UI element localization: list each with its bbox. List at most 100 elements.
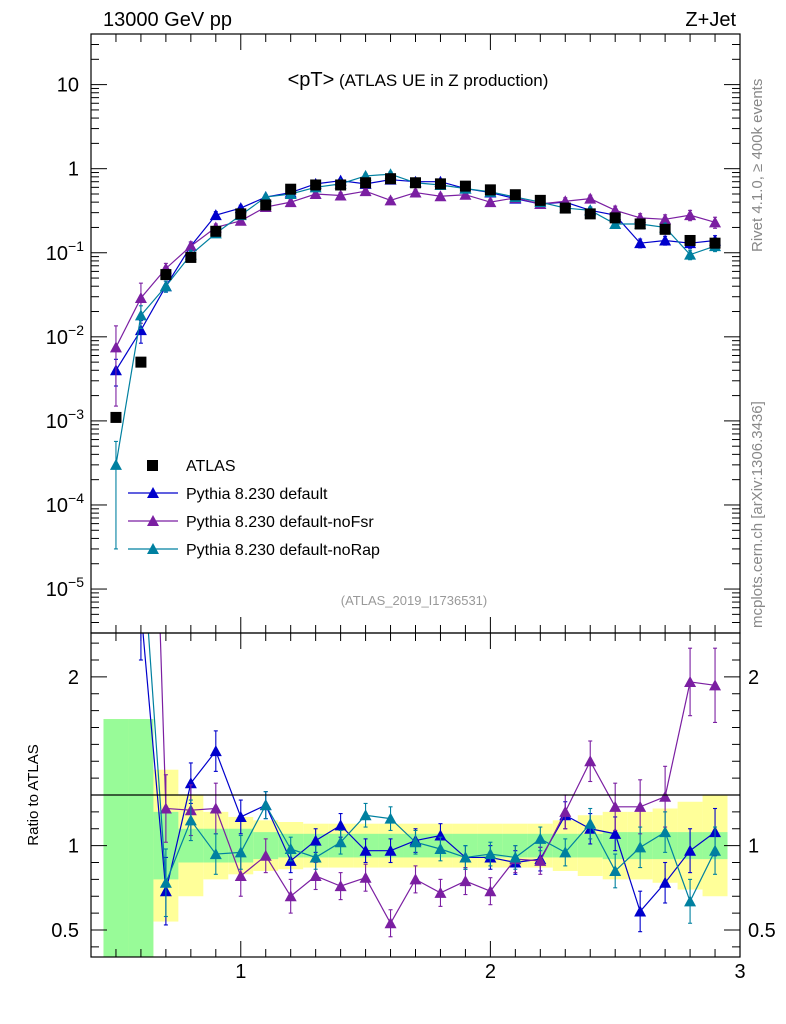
plot-title-main: <pT>: [288, 69, 335, 91]
ratio-point-nofsr: [584, 755, 597, 767]
main-y-tick-exp: −2: [68, 322, 84, 338]
data-point-atlas: [459, 180, 471, 192]
ratio-point-norap: [684, 895, 697, 907]
ratio-point-nofsr: [459, 875, 472, 887]
ratio-point-nofsr: [684, 675, 697, 687]
ratio-point-nofsr: [384, 917, 397, 929]
main-y-tick-label: 1: [68, 159, 79, 181]
ratio-y-tick-label: 1: [68, 836, 79, 858]
main-point-default: [634, 237, 647, 249]
legend-entry-default: Pythia 8.230 default: [128, 486, 328, 503]
ratio-point-norap: [359, 809, 372, 821]
data-point-atlas: [584, 208, 596, 220]
legend-label-nofsr: Pythia 8.230 default-noFsr: [186, 514, 374, 531]
ratio-point-default: [234, 810, 247, 822]
main-y-tick-base: 10: [46, 579, 68, 601]
data-point-atlas: [160, 269, 172, 281]
data-point-atlas: [559, 202, 571, 214]
main-point-nofsr: [484, 196, 497, 208]
ratio-point-norap: [434, 843, 447, 854]
mcplots-label: mcplots.cern.ch [arXiv:1306.3436]: [749, 401, 766, 628]
x-tick-label: 2: [485, 961, 496, 983]
ratio-y-tick-label: 2: [68, 667, 79, 689]
legend-label-default: Pythia 8.230 default: [186, 486, 328, 503]
ratio-point-nofsr: [259, 849, 272, 861]
ratio-point-default: [609, 827, 622, 839]
data-point-atlas: [235, 208, 247, 220]
main-point-norap: [259, 191, 272, 203]
data-point-atlas: [110, 411, 122, 423]
main-point-nofsr: [109, 341, 122, 353]
ratio-point-nofsr: [559, 805, 572, 817]
data-point-atlas: [360, 177, 372, 189]
data-point-atlas: [659, 223, 671, 235]
stat-uncertainty-band: [577, 833, 603, 858]
data-point-atlas: [285, 183, 297, 195]
main-series: [109, 168, 722, 550]
ratio-y-tick-label: 0.5: [51, 920, 79, 942]
ratio-y-tick-label-right: 1: [748, 836, 759, 858]
data-point-atlas: [310, 179, 322, 191]
main-point-nofsr: [359, 185, 372, 197]
ratio-point-default: [659, 876, 672, 888]
main-y-tick-label: 10: [57, 75, 79, 97]
main-y-tick-label: 10−5: [46, 574, 84, 601]
ratio-point-norap: [159, 876, 172, 888]
legend: ATLAS Pythia 8.230 default Pythia 8.230 …: [128, 458, 380, 559]
ratio-point-norap: [609, 864, 622, 876]
ratio-point-norap: [409, 836, 422, 848]
ratio-point-nofsr: [409, 873, 422, 885]
ratio-point-norap: [209, 848, 222, 860]
main-point-default: [209, 209, 222, 221]
ratio-point-nofsr: [434, 886, 447, 898]
ratio-point-norap: [484, 848, 497, 860]
ratio-point-nofsr: [359, 871, 372, 883]
main-line-nofsr: [115, 190, 716, 348]
legend-entry-atlas: ATLAS: [147, 458, 236, 475]
legend-label-atlas: ATLAS: [186, 458, 236, 475]
main-y-tick-exp: −3: [68, 406, 84, 422]
data-point-atlas: [634, 218, 646, 230]
main-point-nofsr: [384, 194, 397, 206]
ratio-point-default: [209, 745, 222, 757]
ratio-point-norap: [659, 826, 672, 838]
main-y-tick-label: 10−3: [46, 406, 84, 433]
ratio-point-nofsr: [484, 885, 497, 897]
ratio-point-norap: [709, 844, 722, 856]
ratio-y-tick-label-right: 2: [748, 667, 759, 689]
data-point-atlas: [210, 225, 222, 237]
main-point-norap: [684, 248, 697, 260]
data-point-atlas: [185, 251, 197, 263]
main-point-nofsr: [334, 189, 347, 201]
ratio-point-default: [135, 603, 147, 614]
header-left: 13000 GeV pp: [103, 9, 232, 31]
ratio-series: [135, 603, 722, 938]
main-y-tick-base: 10: [46, 327, 68, 349]
ratio-point-default: [384, 844, 397, 856]
main-point-nofsr: [234, 214, 247, 226]
ratio-point-nofsr: [309, 870, 322, 881]
legend-label-norap: Pythia 8.230 default-noRap: [186, 542, 380, 559]
legend-entry-nofsr: Pythia 8.230 default-noFsr: [128, 514, 374, 531]
main-point-nofsr: [434, 190, 447, 202]
ratio-point-norap: [384, 812, 397, 824]
analysis-id: (ATLAS_2019_I1736531): [341, 593, 487, 608]
data-point-atlas: [385, 173, 397, 185]
main-point-norap: [109, 458, 122, 470]
ratio-point-norap: [234, 846, 247, 858]
main-point-nofsr: [409, 186, 422, 198]
legend-marker-atlas: [147, 460, 158, 471]
plot-title-sub: (ATLAS UE in Z production): [334, 71, 548, 90]
ratio-point-norap: [309, 851, 322, 863]
main-y-tick-base: 10: [46, 411, 68, 433]
legend-entry-norap: Pythia 8.230 default-noRap: [128, 542, 380, 559]
ratio-point-norap: [509, 851, 522, 863]
main-y-tick-label: 10−1: [46, 238, 84, 265]
legend-marker-norap: [147, 543, 159, 554]
ratio-point-norap: [634, 841, 647, 853]
ratio-point-nofsr: [709, 679, 722, 691]
data-point-atlas: [609, 212, 621, 224]
main-y-tick-base: 10: [46, 243, 68, 265]
rivet-label: Rivet 4.1.0, ≥ 400k events: [749, 79, 766, 252]
